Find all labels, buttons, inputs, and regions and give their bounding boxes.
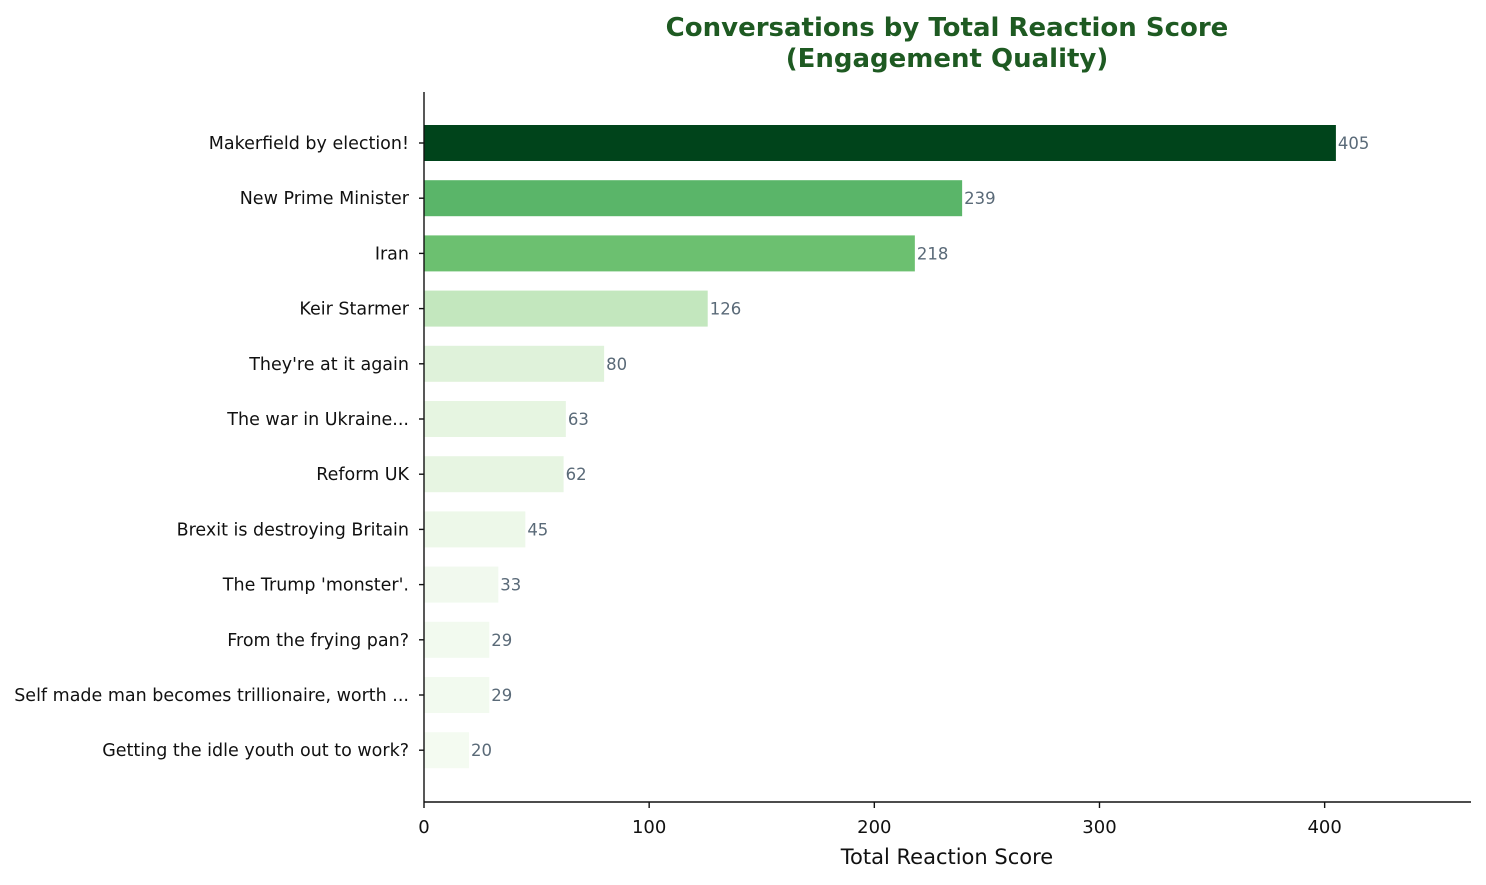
value-label-8: 45: [527, 520, 548, 539]
bar-7: [424, 456, 564, 493]
value-label-9: 33: [500, 576, 521, 595]
category-label-7: Reform UK: [316, 465, 409, 485]
chart-title-line-2: (Engagement Quality): [786, 44, 1109, 74]
bar-8: [424, 511, 526, 548]
value-labels-group: 405 239 218 126 80 63 62 45 33 29 29 20: [471, 134, 1369, 760]
chart-title-line-1: Conversations by Total Reaction Score: [666, 13, 1229, 43]
x-axis-ticks: 0 100 200 300 400: [418, 802, 1342, 838]
category-labels-group: Makerfield by election! New Prime Ministe…: [14, 134, 424, 761]
value-label-7: 62: [566, 465, 587, 484]
value-label-2: 239: [964, 189, 996, 208]
value-label-3: 218: [917, 244, 949, 263]
bar-6: [424, 401, 566, 437]
x-axis-title: Total Reaction Score: [840, 845, 1053, 869]
bar-2: [424, 180, 963, 217]
bar-9: [424, 566, 499, 603]
value-label-1: 405: [1338, 134, 1370, 153]
category-label-2: New Prime Minister: [240, 189, 410, 209]
category-label-12: Getting the idle youth out to work?: [102, 741, 409, 761]
value-label-12: 20: [471, 741, 492, 760]
category-label-5: They're at it again: [248, 355, 409, 375]
category-label-4: Keir Starmer: [299, 300, 409, 320]
category-label-6: The war in Ukraine...: [226, 410, 409, 430]
value-label-6: 63: [568, 410, 589, 429]
x-tick-label-1: 0: [418, 817, 429, 838]
value-label-4: 126: [710, 300, 742, 319]
category-label-10: From the frying pan?: [227, 631, 409, 651]
value-label-5: 80: [606, 355, 627, 374]
category-label-9: The Trump 'monster'.: [222, 576, 409, 596]
bar-11: [424, 677, 490, 713]
bar-12: [424, 732, 470, 769]
category-label-8: Brexit is destroying Britain: [177, 520, 409, 540]
x-tick-label-5: 400: [1307, 817, 1341, 838]
bars-group: [424, 125, 1336, 769]
x-tick-label-3: 200: [857, 817, 891, 838]
bar-1: [424, 125, 1336, 161]
value-label-11: 29: [491, 686, 512, 705]
bar-3: [424, 235, 915, 272]
bar-10: [424, 621, 490, 658]
category-label-3: Iran: [375, 244, 409, 264]
chart-title: Conversations by Total Reaction Score (E…: [666, 13, 1229, 74]
category-label-11: Self made man becomes trillionaire, wort…: [14, 686, 409, 706]
x-tick-label-4: 300: [1082, 817, 1116, 838]
category-label-1: Makerfield by election!: [209, 134, 409, 154]
value-label-10: 29: [491, 631, 512, 650]
bar-5: [424, 345, 605, 382]
bar-4: [424, 290, 708, 327]
x-tick-label-2: 100: [632, 817, 666, 838]
